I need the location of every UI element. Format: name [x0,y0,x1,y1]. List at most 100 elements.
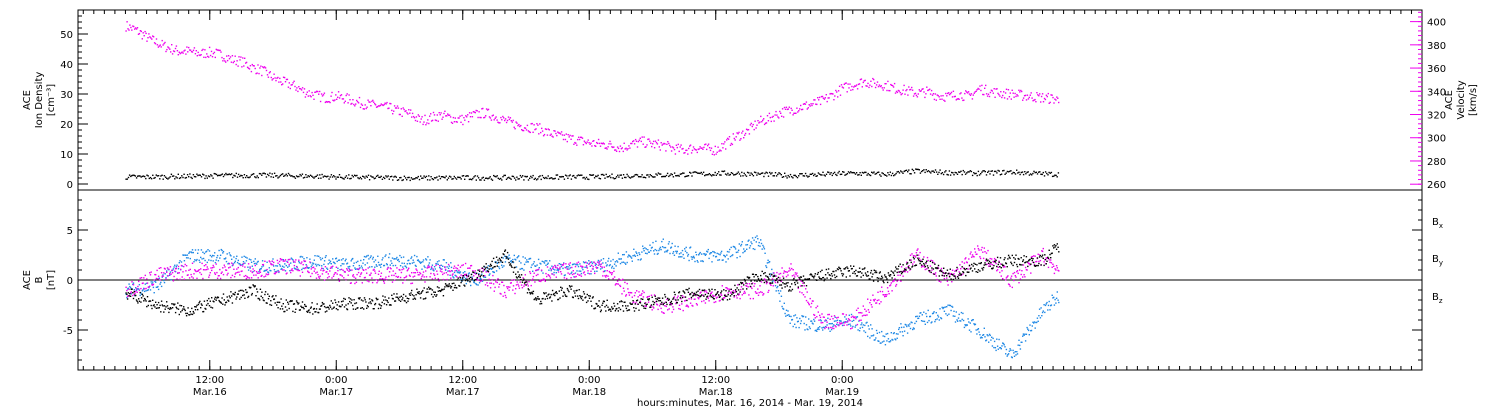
density-point [655,173,657,175]
field-point-bz [1029,264,1031,266]
velocity-point [653,147,656,149]
field-point-bx [242,294,244,297]
field-point-by [749,245,752,247]
velocity-point [167,46,169,48]
field-point-bx [295,300,298,302]
field-point-by [492,271,495,273]
field-point-by [551,265,553,267]
field-point-by [742,252,744,254]
velocity-point [770,120,772,123]
density-point [370,175,372,177]
density-point [617,174,619,176]
velocity-point [927,89,929,92]
velocity-point [522,129,524,132]
field-point-by [833,320,836,322]
density-point [663,175,665,178]
velocity-point [1036,92,1038,94]
field-point-bz [190,273,192,276]
field-point-bx [259,299,261,301]
field-point-bz [913,261,915,263]
field-point-bz [1042,247,1044,250]
field-point-bz [690,298,693,300]
field-point-bx [203,300,206,302]
field-point-by [132,282,135,284]
field-point-bx [361,307,363,309]
field-point-bz [694,298,696,300]
field-point-by [613,263,616,265]
field-point-by [903,330,906,332]
field-point-bz [270,263,272,265]
field-point-bz [518,285,520,287]
field-point-bz [337,269,339,272]
field-point-by [315,263,317,265]
velocity-point [227,55,230,57]
field-point-by [430,268,432,271]
field-point-by [371,258,374,260]
density-point [1013,172,1015,174]
field-point-bz [339,274,341,276]
field-point-bz [892,280,895,282]
field-point-bz [775,275,777,277]
field-point-by [988,341,990,343]
density-point [498,178,501,180]
field-point-by [720,250,723,253]
density-point [757,172,759,174]
field-point-bz [388,275,390,278]
field-point-bz [245,277,248,280]
velocity-point [911,89,914,91]
field-point-bz [743,290,746,293]
field-point-by [721,259,723,261]
field-point-bx [363,308,365,310]
density-point [693,171,695,173]
field-point-by [292,259,294,261]
field-point-bz [714,295,716,297]
field-point-bz [550,268,552,271]
density-point [882,172,884,175]
velocity-point [356,99,358,102]
field-point-by [250,261,253,263]
field-point-by [718,259,721,261]
field-point-by [944,306,946,308]
velocity-point [1013,96,1015,98]
field-point-bz [835,326,837,328]
density-point [566,175,568,177]
field-point-bz [278,270,280,273]
field-point-bx [506,257,508,259]
field-point-bx [285,299,287,301]
velocity-point [126,21,128,23]
field-point-bz [270,263,273,266]
field-point-bx [453,286,456,289]
field-point-bx [261,297,264,299]
velocity-point [808,104,810,106]
field-point-bz [206,266,208,268]
velocity-axis-label: Velocity [1456,80,1467,119]
field-point-bx [471,278,473,280]
field-point-by [465,282,467,285]
field-point-bz [574,265,577,268]
field-point-bz [564,266,566,269]
velocity-point [706,148,708,151]
field-point-by [247,266,249,268]
velocity-point [695,149,697,151]
field-point-by [185,257,188,259]
field-point-bz [261,264,264,266]
field-point-by [491,267,493,270]
velocity-point [757,120,759,122]
field-point-bz [323,279,326,281]
field-point-bz [149,274,152,276]
velocity-point [467,114,469,116]
field-point-bz [808,302,810,305]
field-point-bz [566,277,568,280]
density-point [496,175,498,177]
field-point-by [418,260,420,262]
field-point-bz [999,271,1001,274]
field-point-by [557,269,560,271]
density-point [941,172,944,174]
field-point-by [445,262,448,264]
field-point-bz [326,277,329,279]
field-point-by [212,260,214,262]
field-point-bz [906,261,908,263]
field-point-by [298,260,300,263]
density-point [229,173,232,176]
field-point-bz [703,291,706,293]
